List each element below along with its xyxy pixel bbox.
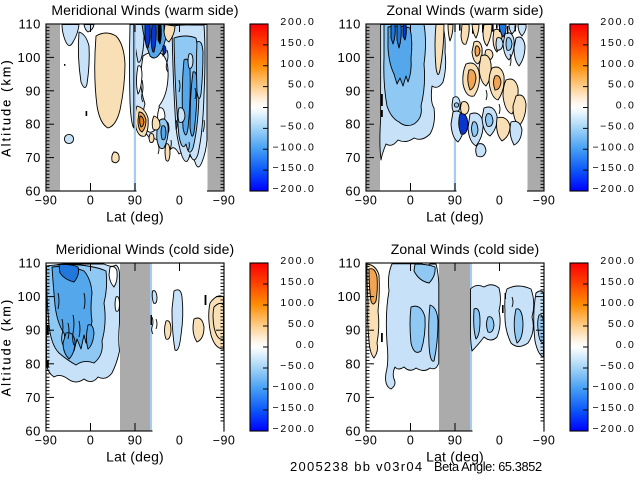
svg-text:110: 110 (18, 256, 41, 271)
svg-text:90: 90 (345, 83, 361, 98)
svg-text:60: 60 (25, 184, 41, 199)
svg-text:150.0: 150.0 (280, 37, 315, 49)
svg-text:−90: −90 (213, 434, 235, 448)
svg-text:0: 0 (407, 194, 414, 208)
svg-text:−200.0: −200.0 (592, 423, 635, 435)
svg-text:−200.0: −200.0 (272, 183, 315, 195)
svg-text:0: 0 (87, 194, 94, 208)
svg-text:−90: −90 (355, 434, 377, 448)
svg-text:Beta Angle: 65.3852: Beta Angle: 65.3852 (434, 459, 542, 474)
svg-text:50.0: 50.0 (288, 318, 316, 330)
svg-text:−90: −90 (35, 194, 57, 208)
svg-text:70: 70 (25, 150, 41, 165)
svg-text:Altitude (km): Altitude (km) (0, 58, 14, 157)
svg-text:90: 90 (448, 434, 463, 448)
svg-text:110: 110 (338, 17, 361, 32)
svg-text:0.0: 0.0 (296, 100, 316, 112)
svg-text:100.0: 100.0 (600, 297, 635, 309)
svg-text:90: 90 (345, 323, 361, 338)
svg-text:90: 90 (25, 323, 41, 338)
svg-text:60: 60 (345, 184, 361, 199)
svg-text:80: 80 (25, 117, 41, 132)
svg-text:0.0: 0.0 (616, 339, 636, 351)
svg-text:Zonal Winds (cold side): Zonal Winds (cold side) (391, 241, 540, 257)
svg-text:Altitude (km): Altitude (km) (0, 298, 14, 397)
svg-text:100: 100 (18, 50, 42, 65)
svg-text:90: 90 (25, 83, 41, 98)
svg-text:Lat (deg): Lat (deg) (426, 209, 484, 225)
svg-text:100.0: 100.0 (280, 297, 315, 309)
svg-text:−50.0: −50.0 (600, 120, 636, 132)
svg-text:−90: −90 (35, 434, 57, 448)
svg-text:150.0: 150.0 (600, 37, 635, 49)
svg-text:−90: −90 (355, 194, 377, 208)
svg-text:90: 90 (128, 434, 143, 448)
svg-text:−100.0: −100.0 (592, 381, 635, 393)
svg-text:0: 0 (496, 434, 503, 448)
svg-text:200.0: 200.0 (280, 16, 315, 28)
svg-text:70: 70 (345, 150, 361, 165)
svg-text:110: 110 (18, 17, 41, 32)
svg-text:−150.0: −150.0 (272, 402, 315, 414)
svg-text:0.0: 0.0 (296, 339, 316, 351)
svg-text:90: 90 (128, 194, 143, 208)
svg-text:2005238 bb v03r04: 2005238 bb v03r04 (290, 459, 423, 474)
svg-text:80: 80 (25, 356, 41, 371)
svg-text:−50.0: −50.0 (280, 120, 316, 132)
svg-text:−200.0: −200.0 (592, 183, 635, 195)
svg-text:200.0: 200.0 (600, 255, 635, 267)
svg-text:−90: −90 (533, 194, 555, 208)
svg-text:−90: −90 (213, 194, 235, 208)
svg-text:100.0: 100.0 (600, 58, 635, 70)
svg-text:150.0: 150.0 (280, 276, 315, 288)
svg-text:100: 100 (18, 289, 42, 304)
svg-text:90: 90 (448, 194, 463, 208)
svg-text:150.0: 150.0 (600, 276, 635, 288)
svg-text:−90: −90 (533, 434, 555, 448)
svg-text:−100.0: −100.0 (272, 141, 315, 153)
svg-text:−50.0: −50.0 (280, 360, 316, 372)
svg-text:0: 0 (496, 194, 503, 208)
svg-text:−100.0: −100.0 (272, 381, 315, 393)
svg-text:100: 100 (338, 289, 362, 304)
svg-text:50.0: 50.0 (608, 79, 636, 91)
svg-text:−100.0: −100.0 (592, 141, 635, 153)
svg-text:Zonal Winds (warm side): Zonal Winds (warm side) (386, 2, 543, 18)
svg-text:70: 70 (345, 390, 361, 405)
svg-text:0.0: 0.0 (616, 100, 636, 112)
svg-text:60: 60 (345, 424, 361, 439)
svg-text:Meridional Winds (warm side): Meridional Winds (warm side) (51, 2, 238, 18)
svg-text:Lat (deg): Lat (deg) (426, 449, 484, 465)
svg-text:70: 70 (25, 390, 41, 405)
svg-text:80: 80 (345, 356, 361, 371)
svg-text:−150.0: −150.0 (272, 162, 315, 174)
svg-text:100: 100 (338, 50, 362, 65)
svg-text:50.0: 50.0 (288, 79, 316, 91)
svg-text:0: 0 (176, 194, 183, 208)
svg-text:Lat (deg): Lat (deg) (106, 449, 164, 465)
svg-text:0: 0 (176, 434, 183, 448)
svg-text:Altitude (km): Altitude (km) (0, 298, 14, 397)
svg-text:200.0: 200.0 (280, 255, 315, 267)
svg-text:Altitude (km): Altitude (km) (0, 58, 14, 157)
svg-text:−150.0: −150.0 (592, 402, 635, 414)
svg-text:200.0: 200.0 (600, 16, 635, 28)
svg-text:−200.0: −200.0 (272, 423, 315, 435)
svg-text:0: 0 (87, 434, 94, 448)
svg-text:Lat (deg): Lat (deg) (106, 209, 164, 225)
svg-text:50.0: 50.0 (608, 318, 636, 330)
svg-text:−50.0: −50.0 (600, 360, 636, 372)
svg-text:−150.0: −150.0 (592, 162, 635, 174)
svg-text:Meridional Winds (cold side): Meridional Winds (cold side) (56, 241, 235, 257)
svg-text:60: 60 (25, 424, 41, 439)
svg-text:100.0: 100.0 (280, 58, 315, 70)
svg-text:110: 110 (338, 256, 361, 271)
svg-text:0: 0 (407, 434, 414, 448)
svg-text:80: 80 (345, 117, 361, 132)
